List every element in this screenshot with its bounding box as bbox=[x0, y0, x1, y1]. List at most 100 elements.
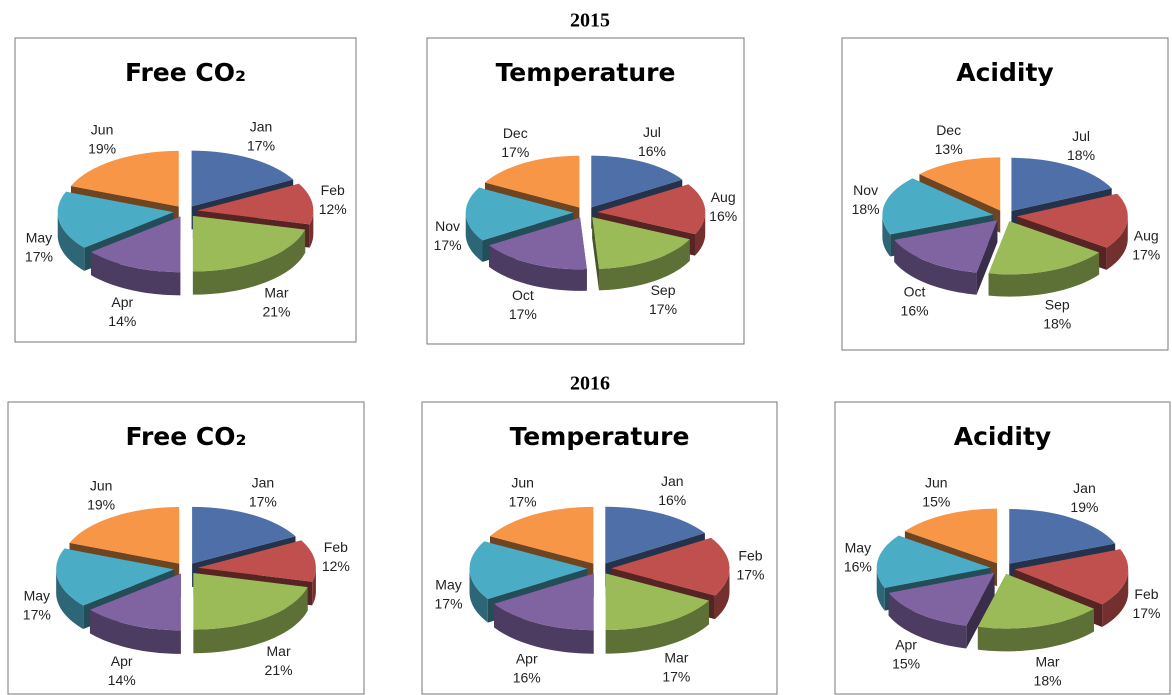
slice-label: 17% bbox=[509, 306, 537, 322]
slice-category: Nov bbox=[853, 182, 878, 198]
slice-category: Feb bbox=[1134, 586, 1158, 602]
slice-category: Jun bbox=[511, 475, 534, 491]
pie-slice bbox=[605, 573, 710, 654]
chart-title: Free CO₂ bbox=[126, 422, 247, 451]
slice-label: 19% bbox=[1070, 499, 1098, 515]
pie-slice bbox=[592, 217, 690, 291]
slice-label: 12% bbox=[322, 558, 350, 574]
slice-category: Jun bbox=[925, 475, 948, 491]
slice-top bbox=[56, 548, 175, 606]
slice-top bbox=[876, 535, 991, 588]
slice-top bbox=[489, 217, 587, 270]
slice-label: 14% bbox=[108, 313, 136, 329]
chart-title: Temperature bbox=[496, 58, 676, 87]
slice-label: 19% bbox=[87, 497, 115, 513]
slice-category: Aug bbox=[711, 189, 736, 205]
slice-wall bbox=[57, 212, 85, 271]
slice-wall bbox=[89, 609, 181, 654]
slice-top bbox=[91, 216, 181, 273]
slice-top bbox=[1009, 509, 1116, 564]
slice-wall bbox=[56, 569, 84, 630]
slice-label: 16% bbox=[658, 492, 686, 508]
slice-top bbox=[57, 191, 174, 248]
slice-category: Sep bbox=[651, 282, 676, 298]
slice-category: Mar bbox=[1035, 654, 1059, 670]
slice-category: Nov bbox=[435, 218, 460, 234]
slice-top bbox=[592, 217, 690, 269]
slice-category: Sep bbox=[1045, 296, 1070, 312]
slice-label: 21% bbox=[265, 662, 293, 678]
slice-label: 17% bbox=[509, 494, 537, 510]
slice-category: Apr bbox=[895, 636, 917, 652]
slice-top bbox=[1016, 193, 1128, 248]
slice-label: 14% bbox=[108, 672, 136, 688]
slice-top bbox=[1011, 157, 1112, 211]
slice-label: 18% bbox=[1067, 147, 1095, 163]
slice-category: Jun bbox=[91, 122, 114, 138]
slice-top bbox=[904, 508, 998, 564]
slice-top bbox=[597, 184, 706, 235]
slice-top bbox=[192, 506, 296, 564]
slice-category: Jun bbox=[90, 478, 113, 494]
section-title: 2015 bbox=[570, 10, 610, 32]
slice-wall bbox=[977, 608, 1094, 652]
slice-category: May bbox=[845, 540, 871, 556]
slice-label: 15% bbox=[922, 494, 950, 510]
slice-wall bbox=[312, 567, 316, 606]
pie-slice bbox=[489, 217, 587, 291]
slice-label: 17% bbox=[501, 144, 529, 160]
slice-top bbox=[197, 540, 316, 582]
slice-wall bbox=[489, 245, 587, 291]
slice-category: Mar bbox=[664, 649, 688, 665]
slice-label: 18% bbox=[852, 201, 880, 217]
slice-category: Jan bbox=[252, 475, 275, 491]
slice-top bbox=[605, 506, 705, 564]
slice-label: 15% bbox=[892, 655, 920, 671]
slice-category: May bbox=[435, 577, 461, 593]
slice-label: 18% bbox=[1043, 315, 1071, 331]
slice-top bbox=[988, 221, 1100, 275]
slice-label: 17% bbox=[1132, 246, 1160, 262]
slice-label: 13% bbox=[935, 141, 963, 157]
slice-wall bbox=[605, 600, 710, 654]
slice-top bbox=[605, 573, 710, 631]
slice-top bbox=[489, 506, 594, 564]
slice-top bbox=[919, 157, 1001, 211]
slice-top bbox=[484, 155, 580, 208]
slice-category: Jan bbox=[1073, 480, 1096, 496]
slice-category: Feb bbox=[321, 182, 345, 198]
slice-wall bbox=[888, 592, 967, 649]
slice-category: Jul bbox=[643, 124, 661, 140]
pie-slice bbox=[89, 573, 181, 654]
slice-label: 16% bbox=[844, 559, 872, 575]
slice-top bbox=[191, 150, 294, 207]
slice-top bbox=[197, 183, 314, 225]
chart-title: Free CO₂ bbox=[125, 58, 246, 87]
slice-top bbox=[882, 178, 994, 235]
slice-label: 17% bbox=[434, 237, 462, 253]
slice-category: Feb bbox=[324, 539, 348, 555]
slice-label: 16% bbox=[709, 208, 737, 224]
pie-slice bbox=[91, 216, 181, 296]
slice-wall bbox=[465, 212, 483, 262]
pie-slice bbox=[192, 215, 306, 295]
pie-slice bbox=[888, 572, 995, 649]
slice-category: Mar bbox=[267, 643, 291, 659]
slice-category: May bbox=[26, 230, 52, 246]
slice-label: 17% bbox=[435, 596, 463, 612]
slice-category: Dec bbox=[936, 122, 961, 138]
slice-top bbox=[894, 220, 998, 273]
slice-label: 17% bbox=[649, 301, 677, 317]
slice-label: 16% bbox=[638, 143, 666, 159]
slice-category: Jul bbox=[1072, 128, 1090, 144]
slice-label: 21% bbox=[262, 303, 290, 319]
section-title: 2016 bbox=[570, 373, 610, 395]
slice-wall bbox=[988, 252, 1100, 297]
slice-label: 17% bbox=[247, 138, 275, 154]
slice-category: Apr bbox=[111, 294, 133, 310]
slice-wall bbox=[192, 229, 306, 295]
slice-label: 16% bbox=[901, 302, 929, 318]
slice-category: Feb bbox=[738, 547, 762, 563]
pie-slice bbox=[193, 572, 308, 654]
